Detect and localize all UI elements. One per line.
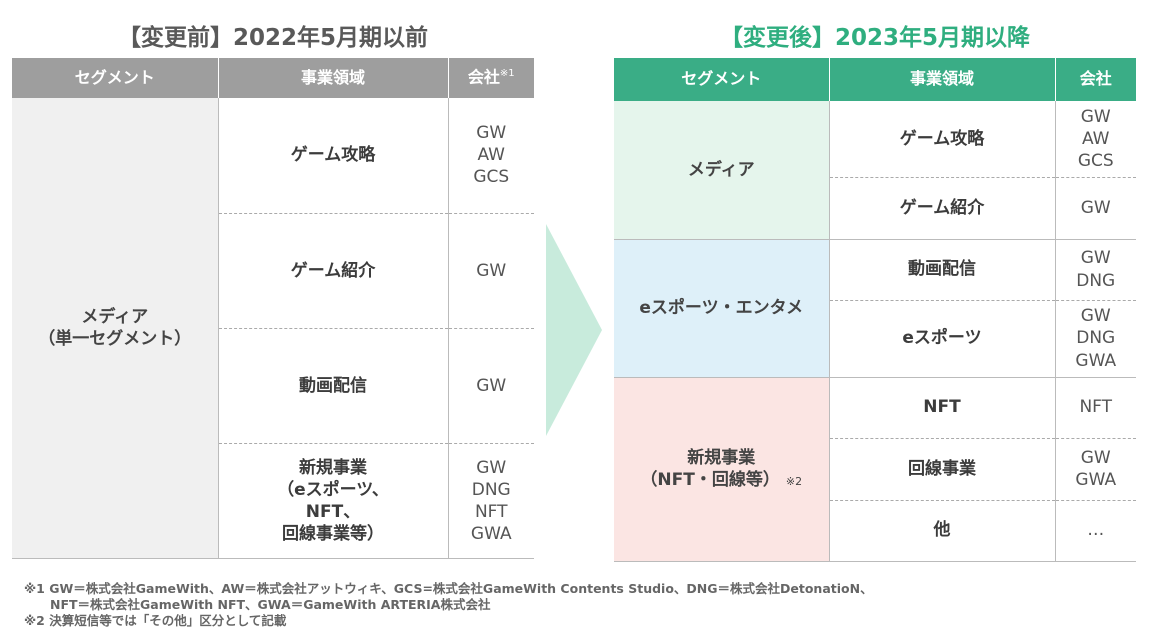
before-segment-line: メディア xyxy=(81,306,149,327)
after-area-cell: 回線事業 xyxy=(828,438,1056,501)
after-segment-note: ※2 xyxy=(785,475,803,488)
table-row: 動画配信 GW xyxy=(12,328,534,444)
after-company-cell: GW GWA xyxy=(1055,438,1136,501)
before-area-line: 回線事業等） xyxy=(282,524,384,545)
before-title: 【変更前】2022年5月期以前 xyxy=(117,25,429,51)
before-company-cell: GW DNG NFT GWA xyxy=(448,443,534,560)
table-row: 他 … xyxy=(614,500,1136,562)
after-company-cell: GW DNG xyxy=(1055,239,1136,301)
company-code: GW xyxy=(1080,197,1111,218)
after-area-cell: 動画配信 xyxy=(828,239,1056,301)
after-area-cell: ゲーム攻略 xyxy=(828,101,1056,178)
table-row: ゲーム紹介 GW xyxy=(12,213,534,329)
before-company-cell: GW xyxy=(448,328,534,444)
after-area-cell: NFT xyxy=(828,377,1056,439)
table-row: メディア （単一セグメント） ゲーム攻略 GW AW GCS xyxy=(12,98,534,560)
before-area-cell: ゲーム紹介 xyxy=(217,213,449,329)
before-area-cell: ゲーム攻略 xyxy=(217,98,449,214)
after-segment-esports: eスポーツ・エンタメ xyxy=(614,239,829,378)
footnote-2: ※2 決算短信等では「その他」区分として記載 xyxy=(24,613,287,628)
arrow-shape xyxy=(546,224,602,436)
after-company-cell: GW DNG GWA xyxy=(1055,300,1136,378)
after-segment-media: メディア xyxy=(614,101,829,240)
after-title: 【変更後】2023年5月期以降 xyxy=(719,25,1031,51)
table-row: eスポーツ・エンタメ 動画配信 GW DNG xyxy=(614,239,1136,378)
after-header-row: セグメント 事業領域 会社 xyxy=(614,58,1136,101)
company-code: DNG xyxy=(471,479,511,500)
footnotes: ※1 GW＝株式会社GameWith、AW＝株式会社アットウィキ、GCS=株式会… xyxy=(24,581,873,629)
table-row: eスポーツ GW DNG GWA xyxy=(614,300,1136,378)
company-code: GW xyxy=(476,457,507,478)
before-segment-line: （単一セグメント） xyxy=(38,329,192,350)
company-code: GW xyxy=(476,260,507,281)
footnote-1: ※1 GW＝株式会社GameWith、AW＝株式会社アットウィキ、GCS=株式会… xyxy=(24,581,873,596)
company-code: DNG xyxy=(1076,328,1116,349)
after-area-cell: eスポーツ xyxy=(828,300,1056,378)
after-header-area: 事業領域 xyxy=(829,58,1056,101)
table-row: 回線事業 GW GWA xyxy=(614,438,1136,501)
table-row: 新規事業 （NFT・回線等） ※2 NFT NFT xyxy=(614,377,1136,562)
company-code: GW xyxy=(1080,447,1111,468)
after-segment-label-row: （NFT・回線等） ※2 xyxy=(614,469,829,491)
company-code: GW xyxy=(1080,306,1111,327)
before-header-company-label: 会社 xyxy=(467,67,500,87)
after-company-cell: NFT xyxy=(1055,377,1136,439)
before-area-cell: 新規事業 （eスポーツ、 NFT、 回線事業等） xyxy=(217,443,449,560)
company-code: GCS xyxy=(473,167,510,188)
after-table: セグメント 事業領域 会社 メディア ゲーム攻略 GW AW GCS ゲーム紹介… xyxy=(614,58,1136,562)
company-code: AW xyxy=(477,145,505,166)
before-header-company: 会社※1 xyxy=(448,58,534,99)
before-header-company-note: ※1 xyxy=(499,68,515,80)
before-header-segment: セグメント xyxy=(12,58,219,99)
before-area-line: （eスポーツ、 xyxy=(277,479,389,500)
company-code: GWA xyxy=(1075,350,1117,371)
before-segment-media: メディア （単一セグメント） xyxy=(12,98,218,560)
after-area-cell: 他 xyxy=(828,500,1056,562)
before-company-cell: GW AW GCS xyxy=(448,98,534,214)
company-code: GW xyxy=(1080,248,1111,269)
after-segment-label: メディア xyxy=(687,159,755,180)
company-code: GW xyxy=(476,123,507,144)
company-code: GW xyxy=(1080,106,1111,127)
after-company-cell: … xyxy=(1055,500,1136,562)
after-segment-label: eスポーツ・エンタメ xyxy=(639,297,804,318)
after-segment-new-business: 新規事業 （NFT・回線等） ※2 xyxy=(614,377,829,562)
company-code: GW xyxy=(476,375,507,396)
before-area-line: NFT、 xyxy=(305,501,361,522)
before-header-area: 事業領域 xyxy=(218,58,449,99)
before-header-row: セグメント 事業領域 会社※1 xyxy=(12,58,534,99)
before-area-line: 新規事業 xyxy=(299,457,367,478)
footnote-1-cont: NFT＝株式会社GameWith NFT、GWA＝GameWith ARTERI… xyxy=(50,597,491,612)
company-code: GWA xyxy=(470,524,512,545)
table-row: ゲーム紹介 GW xyxy=(614,177,1136,240)
company-code: DNG xyxy=(1076,270,1116,291)
company-code: AW xyxy=(1081,128,1110,149)
after-header-segment: セグメント xyxy=(614,58,830,101)
before-area-line: ゲーム紹介 xyxy=(290,260,376,281)
after-header-company: 会社 xyxy=(1055,58,1136,101)
company-code: GWA xyxy=(1075,470,1117,490)
company-code: NFT xyxy=(474,501,508,522)
table-row: 新規事業 （eスポーツ、 NFT、 回線事業等） GW DNG NFT GWA xyxy=(12,443,534,560)
table-row: メディア ゲーム攻略 GW AW GCS xyxy=(614,101,1136,240)
after-company-cell: GW xyxy=(1055,177,1136,240)
company-code: GCS xyxy=(1077,150,1114,171)
before-area-line: ゲーム攻略 xyxy=(290,145,376,166)
company-code: … xyxy=(1087,520,1105,541)
after-segment-label: 新規事業 xyxy=(687,447,756,468)
after-company-cell: GW AW GCS xyxy=(1055,101,1136,178)
after-segment-label: （NFT・回線等） xyxy=(640,470,780,490)
transition-arrow-icon xyxy=(546,224,602,436)
company-code: NFT xyxy=(1079,397,1113,418)
before-company-cell: GW xyxy=(448,213,534,329)
before-table: セグメント 事業領域 会社※1 メディア （単一セグメント） ゲーム攻略 GW … xyxy=(12,58,534,560)
after-area-cell: ゲーム紹介 xyxy=(828,177,1056,240)
before-area-cell: 動画配信 xyxy=(217,328,449,444)
before-area-line: 動画配信 xyxy=(299,375,367,396)
